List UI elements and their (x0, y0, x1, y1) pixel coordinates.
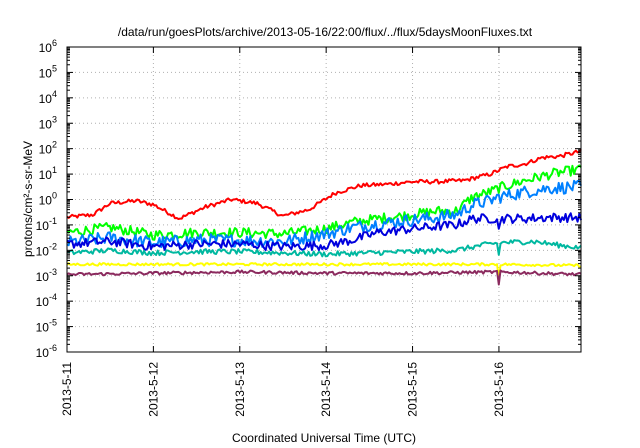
x-tick-label: 2013-5-11 (60, 362, 74, 416)
y-tick-label: 10-5 (36, 318, 57, 335)
series-line (66, 212, 582, 252)
x-axis-label: Coordinated Universal Time (UTC) (232, 431, 416, 445)
series-line (66, 148, 582, 220)
y-tick-label: 104 (39, 89, 57, 106)
y-tick-label: 10-6 (36, 343, 57, 360)
y-axis-title: protons/cm²-s-sr-MeV (21, 141, 35, 257)
y-axis-label: protons/cm²-s-sr-MeV (21, 141, 35, 257)
y-tick-label: 105 (39, 63, 57, 80)
y-tick-label: 10-3 (36, 267, 57, 284)
y-tick-label: 102 (39, 140, 57, 157)
series-line (66, 239, 582, 258)
y-tick-label: 100 (39, 191, 57, 208)
x-tick-label: 2013-5-12 (146, 362, 160, 417)
series-line (66, 262, 582, 279)
series-line (66, 164, 582, 241)
x-tick-label: 2013-5-16 (492, 362, 506, 417)
x-tick-label: 2013-5-13 (233, 362, 247, 417)
series-line (66, 269, 582, 286)
y-tick-label: 106 (39, 38, 57, 55)
chart-title: /data/run/goesPlots/archive/2013-05-16/2… (118, 25, 533, 39)
x-tick-label: 2013-5-15 (406, 362, 420, 417)
y-tick-label: 10-4 (36, 292, 57, 309)
series-line (66, 179, 582, 249)
x-tick-label: 2013-5-14 (319, 362, 333, 417)
y-tick-label: 101 (39, 165, 57, 182)
y-tick-label: 103 (39, 114, 57, 131)
y-tick-label: 10-2 (36, 241, 57, 258)
series-layer (66, 148, 582, 286)
ticks: 10-6 10-5 10-4 10-3 10-2 10-1 100 101 102 103 104 1… (36, 38, 581, 417)
y-tick-label: 10-1 (36, 216, 57, 233)
